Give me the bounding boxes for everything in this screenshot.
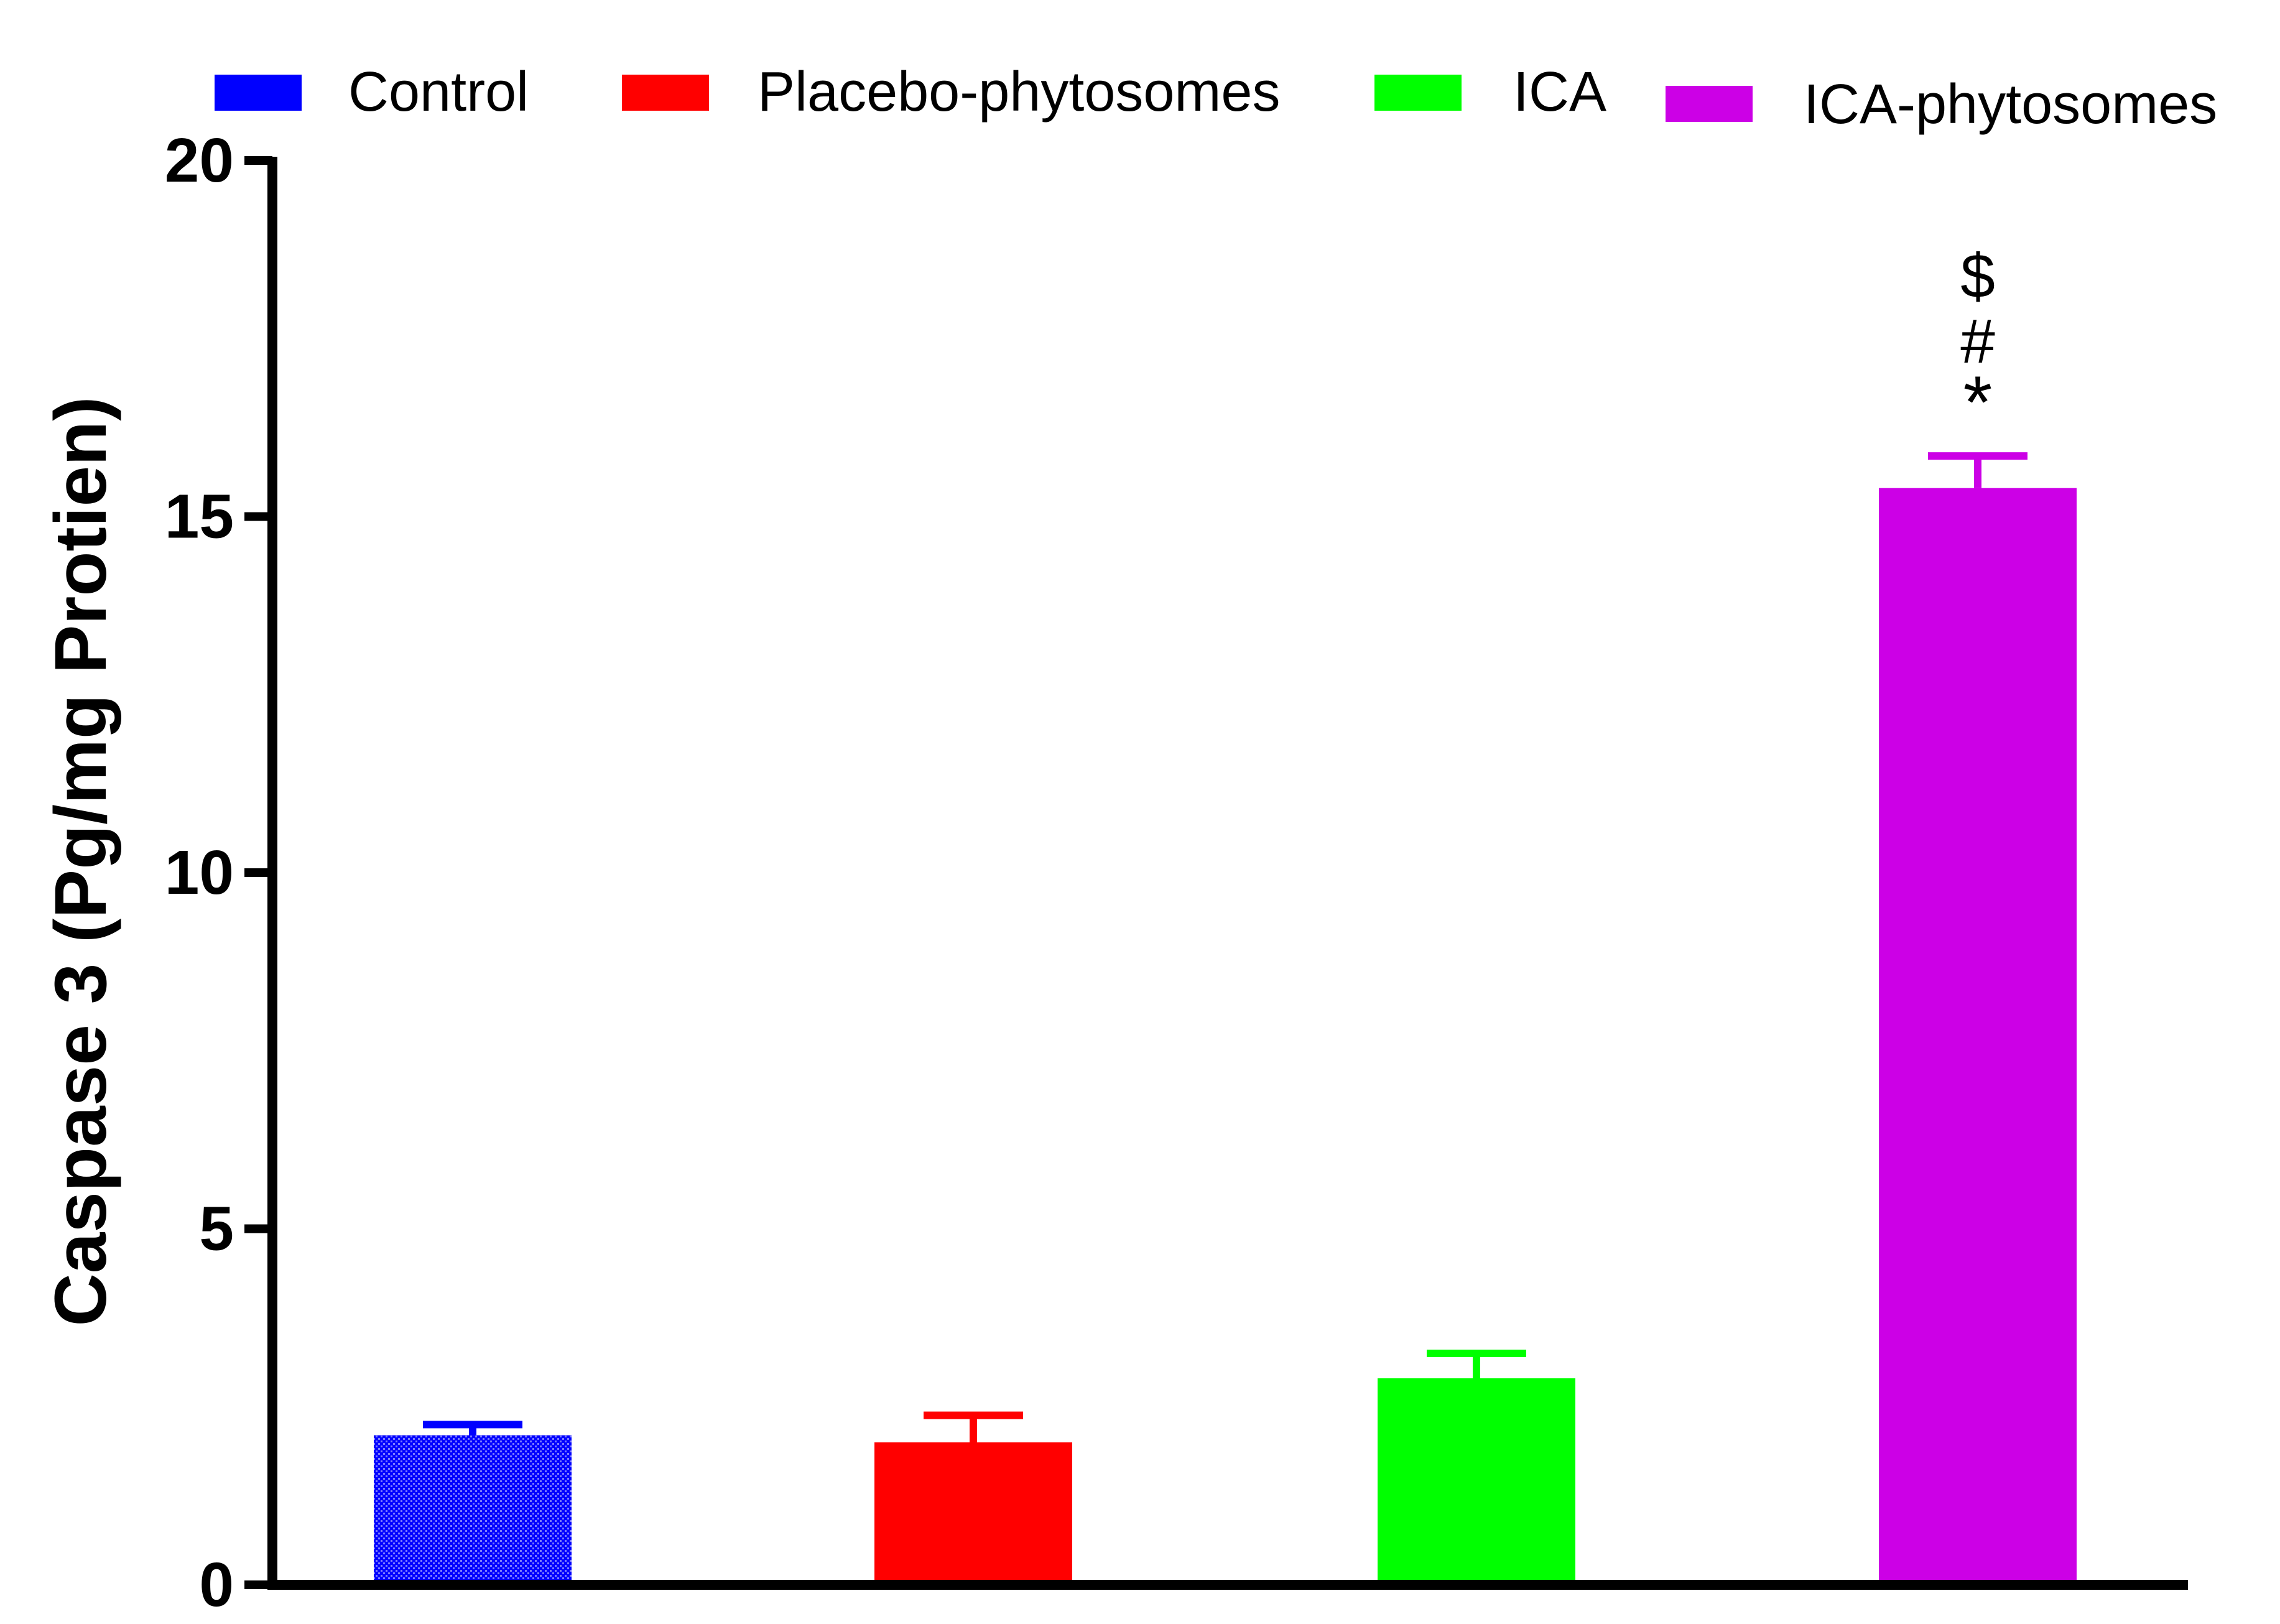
y-tick-label: 10 [165,838,234,907]
bar [374,1435,572,1585]
legend-swatch [1666,86,1753,122]
legend-item: Control [215,61,529,123]
legend-swatch [215,75,302,111]
bar-group-placebo-phytosomes [874,1411,1072,1585]
y-axis-label: Caspase 3 (Pg/mg Protien) [40,396,122,1326]
legend-label: ICA-phytosomes [1804,73,2217,136]
bar [874,1442,1072,1585]
bars: $#* [374,241,2077,1585]
legend-label: Placebo-phytosomes [758,61,1280,123]
bar-group-ica-phytosomes: $#* [1879,241,2077,1585]
significance-mark: $ [1960,241,1995,311]
legend-item: Placebo-phytosomes [622,61,1280,123]
bar-group-control [374,1421,572,1585]
y-tick-label: 0 [199,1550,234,1620]
bar-group-ica [1378,1349,1575,1585]
legend: Control Placebo-phytosomes ICA ICA-phytosom… [215,61,2217,136]
y-axis: 0 5 10 15 20 [165,126,277,1620]
bar [1879,488,2077,1585]
legend-swatch [622,75,709,111]
significance-mark: # [1960,307,1995,376]
legend-swatch [1374,75,1462,111]
bar [1378,1378,1575,1585]
y-tick-label: 5 [199,1194,234,1264]
legend-label: ICA [1513,61,1606,123]
y-tick-label: 20 [165,126,234,195]
significance-mark: * [1963,361,1993,444]
legend-label: Control [348,61,529,123]
legend-item: ICA-phytosomes [1666,73,2217,136]
legend-item: ICA [1374,61,1606,123]
y-tick-label: 15 [165,482,234,552]
